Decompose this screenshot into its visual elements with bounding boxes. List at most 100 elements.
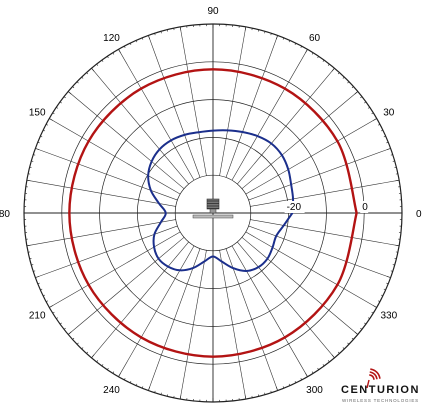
radial-label-bg [360,201,369,213]
grid-tick [63,96,66,99]
grid-tick [35,148,40,151]
grid-tick [76,342,79,345]
grid-tick [337,72,340,75]
grid-tick [129,42,132,46]
grid-tick [26,244,31,247]
angle-tick-label: 30 [383,108,395,119]
grid-tick [377,300,381,302]
grid-tick [52,311,55,314]
grid-tick [383,288,386,291]
grid-tick [96,63,99,66]
grid-tick [59,322,62,325]
grid-tick [42,294,46,297]
grid-tick [160,392,162,395]
grid-tick [91,354,95,358]
angle-tick-labels: 0306090120150180210240270300330 [0,6,422,396]
angle-tick-label: 210 [29,311,46,322]
angle-tick-label: 300 [306,385,323,396]
grid-tick [154,390,156,393]
angle-tick-label: 60 [309,33,321,44]
grid-tick [26,179,31,182]
grid-tick [392,160,395,162]
radial-label-bg [284,201,305,213]
angle-tick-label: 120 [103,33,120,44]
grid-tick [141,37,144,40]
grid-tick [380,129,384,132]
grid-tick [351,337,354,340]
angle-tick-label: 240 [103,385,120,396]
grid-tick [76,81,79,84]
grid-tick [360,96,363,99]
grid-tick [288,383,291,386]
grid-tick [86,72,89,75]
signal-wave [369,371,378,380]
grid-tick [63,327,66,330]
grid-tick [288,40,291,43]
grid-tick [270,390,272,393]
angle-tick-label: 180 [0,209,10,220]
grid-tick [367,107,370,109]
logo-tagline: WIRELESS TECHNOLOGIES [342,398,419,403]
grid-tick [360,327,363,330]
brand-logo: CENTURION WIRELESS TECHNOLOGIES [341,368,420,403]
grid-tick [347,81,350,84]
grid-tick [160,31,162,34]
grid-tick [371,311,374,314]
grid-tick [59,101,62,104]
grid-tick [264,392,266,395]
grid-tick [377,124,381,126]
series-layer [68,68,358,358]
grid-tick [311,371,314,374]
grid-tick [347,342,350,345]
grid-tick [31,160,34,162]
series-line-0 [68,68,358,358]
grid-tick [33,154,36,156]
grid-tick [367,317,370,319]
grid-tick [383,135,386,138]
grid-tick [373,305,377,308]
grid-tick [107,367,109,370]
grid-tick [317,56,319,59]
grid-tick [364,101,367,104]
grid-tick [107,56,109,59]
grid-tick [37,282,40,285]
grid-tick [327,63,330,66]
grid-tick [275,386,278,391]
grid-tick [364,322,367,325]
grid-tick [56,317,59,319]
grid-tick [342,76,345,79]
series-line-1 [147,129,295,272]
radial-tick-labels: 0 -20 [284,201,369,213]
grid-tick [386,148,391,151]
radial-tick-label: 0 [362,202,368,213]
logo-name: CENTURION [341,384,420,396]
grid-tick [300,45,302,49]
grid-tick [40,135,43,138]
grid-tick [322,59,325,62]
grid-tick [118,373,121,377]
grid-tick [294,380,297,384]
grid-tick [141,386,144,389]
grid-tick [37,141,40,144]
grid-tick [124,377,126,381]
grid-tick [371,112,374,115]
grid-tick [72,86,75,89]
grid-tick [354,91,358,95]
grid-tick [56,107,59,109]
grid-tick [275,35,278,40]
grid-tick [45,300,49,302]
grid-tick [124,45,126,49]
grid-tick [317,367,319,370]
grid-tick [390,270,393,272]
grid-tick [148,35,151,40]
grid-tick [386,282,389,285]
grid-tick [311,52,314,55]
grid-tick [270,33,272,36]
grid-tick [395,179,400,182]
antenna-icon [192,198,234,219]
grid-tick [294,42,297,46]
grid-tick [300,377,302,381]
grid-tick [264,31,266,34]
grid-tick [45,124,49,126]
